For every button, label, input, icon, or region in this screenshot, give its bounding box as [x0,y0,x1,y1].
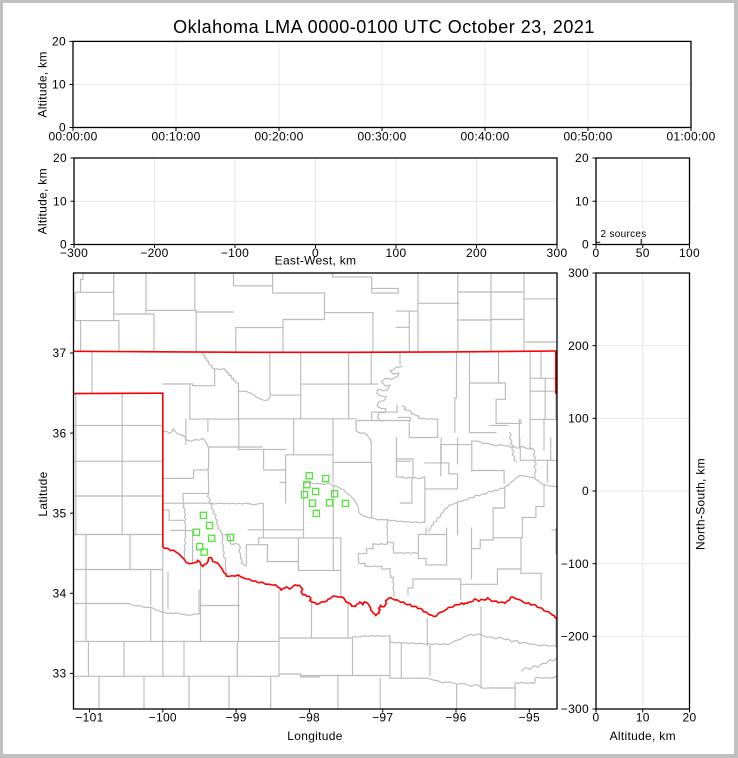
svg-text:37: 37 [53,346,67,360]
svg-text:0: 0 [582,484,589,498]
svg-text:−100: −100 [561,557,589,571]
svg-text:0: 0 [60,238,67,252]
svg-text:00:30:00: 00:30:00 [357,130,406,144]
svg-text:0: 0 [582,238,589,252]
svg-text:0: 0 [312,246,319,260]
svg-text:North-South, km: North-South, km [694,458,708,550]
svg-text:−95: −95 [519,711,540,725]
svg-text:−200: −200 [140,246,168,260]
svg-text:Altitude, km: Altitude, km [35,168,49,234]
svg-text:34: 34 [53,587,67,601]
svg-text:10: 10 [636,711,650,725]
svg-text:100: 100 [386,246,407,260]
svg-text:−200: −200 [561,630,589,644]
svg-text:−100: −100 [149,711,177,725]
svg-text:0: 0 [593,711,600,725]
svg-text:Altitude, km: Altitude, km [35,51,49,117]
svg-text:−96: −96 [445,711,466,725]
svg-text:Longitude: Longitude [287,729,342,743]
svg-text:−98: −98 [299,711,320,725]
svg-text:200: 200 [568,339,589,353]
svg-text:2 sources: 2 sources [601,229,647,240]
svg-text:0: 0 [59,121,66,135]
svg-text:−101: −101 [75,711,103,725]
svg-text:300: 300 [547,246,568,260]
svg-text:10: 10 [53,194,67,208]
svg-text:33: 33 [53,667,67,681]
svg-text:300: 300 [568,266,589,280]
svg-text:East-West, km: East-West, km [275,254,357,268]
svg-text:Latitude: Latitude [36,471,50,516]
svg-text:36: 36 [53,426,67,440]
svg-text:−99: −99 [225,711,246,725]
svg-text:10: 10 [52,78,66,92]
svg-text:0: 0 [593,246,600,260]
svg-text:20: 20 [52,35,66,49]
svg-text:100: 100 [568,412,589,426]
svg-text:35: 35 [53,506,67,520]
svg-text:50: 50 [636,246,650,260]
svg-text:Altitude, km: Altitude, km [610,729,676,743]
svg-text:−300: −300 [561,702,589,716]
svg-text:100: 100 [679,246,700,260]
svg-text:Oklahoma LMA 0000-0100 UTC Oct: Oklahoma LMA 0000-0100 UTC October 23, 2… [173,17,595,37]
svg-text:20: 20 [575,151,589,165]
svg-text:−300: −300 [60,246,88,260]
svg-text:200: 200 [466,246,487,260]
svg-text:−97: −97 [372,711,393,725]
svg-text:20: 20 [53,151,67,165]
svg-text:00:00:00: 00:00:00 [48,130,97,144]
svg-text:00:50:00: 00:50:00 [563,130,612,144]
svg-text:00:40:00: 00:40:00 [460,130,509,144]
svg-text:00:20:00: 00:20:00 [254,130,303,144]
svg-text:10: 10 [575,194,589,208]
svg-text:01:00:00: 01:00:00 [666,130,715,144]
svg-text:00:10:00: 00:10:00 [151,130,200,144]
svg-text:20: 20 [683,711,697,725]
svg-text:−100: −100 [221,246,249,260]
